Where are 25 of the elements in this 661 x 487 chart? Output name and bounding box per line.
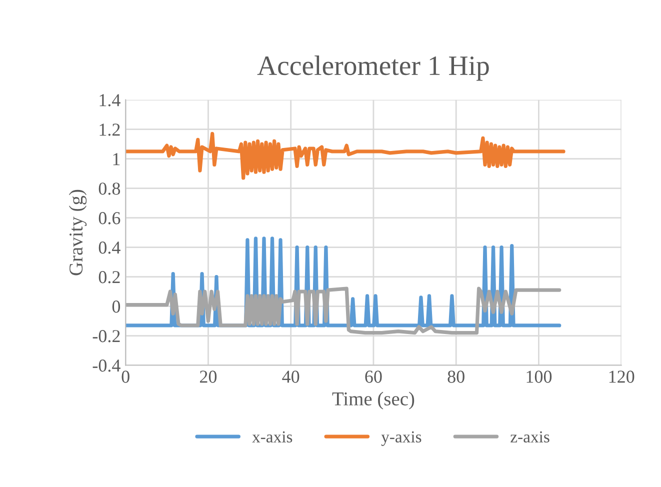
y-tick-label: 1.4: [100, 94, 120, 106]
y-tick-label: 0.6: [98, 212, 120, 224]
legend-label: z-axis: [510, 431, 550, 443]
line-series: [126, 286, 562, 335]
y-tick-label: 0.8: [98, 182, 120, 195]
y-tick-label: -0.4: [92, 360, 120, 372]
x-axis-title: Time (sec): [332, 392, 414, 410]
x-tick-label: 0: [122, 370, 130, 383]
y-tick-label: -0.2: [92, 330, 120, 342]
x-tick-label: 80: [448, 370, 464, 383]
y-tick-label: 0: [112, 300, 120, 313]
y-tick-label: 0.2: [98, 271, 120, 284]
x-tick-label: 100: [526, 370, 552, 383]
legend-label: x-axis: [252, 431, 292, 443]
y-tick-label: 1: [113, 153, 120, 166]
line-series: [126, 132, 566, 180]
y-axis-title: Gravity (g): [68, 190, 87, 276]
y-tick-label: 1.2: [100, 124, 120, 136]
x-tick-label: 40: [282, 370, 300, 383]
chart-title: Accelerometer 1 Hip: [257, 56, 489, 81]
legend-label: y-axis: [381, 431, 422, 446]
x-tick-label: 20: [200, 370, 217, 383]
y-tick-label: 0.4: [98, 242, 120, 254]
x-tick-label: 60: [365, 370, 382, 383]
x-tick-label: 120: [609, 370, 634, 383]
